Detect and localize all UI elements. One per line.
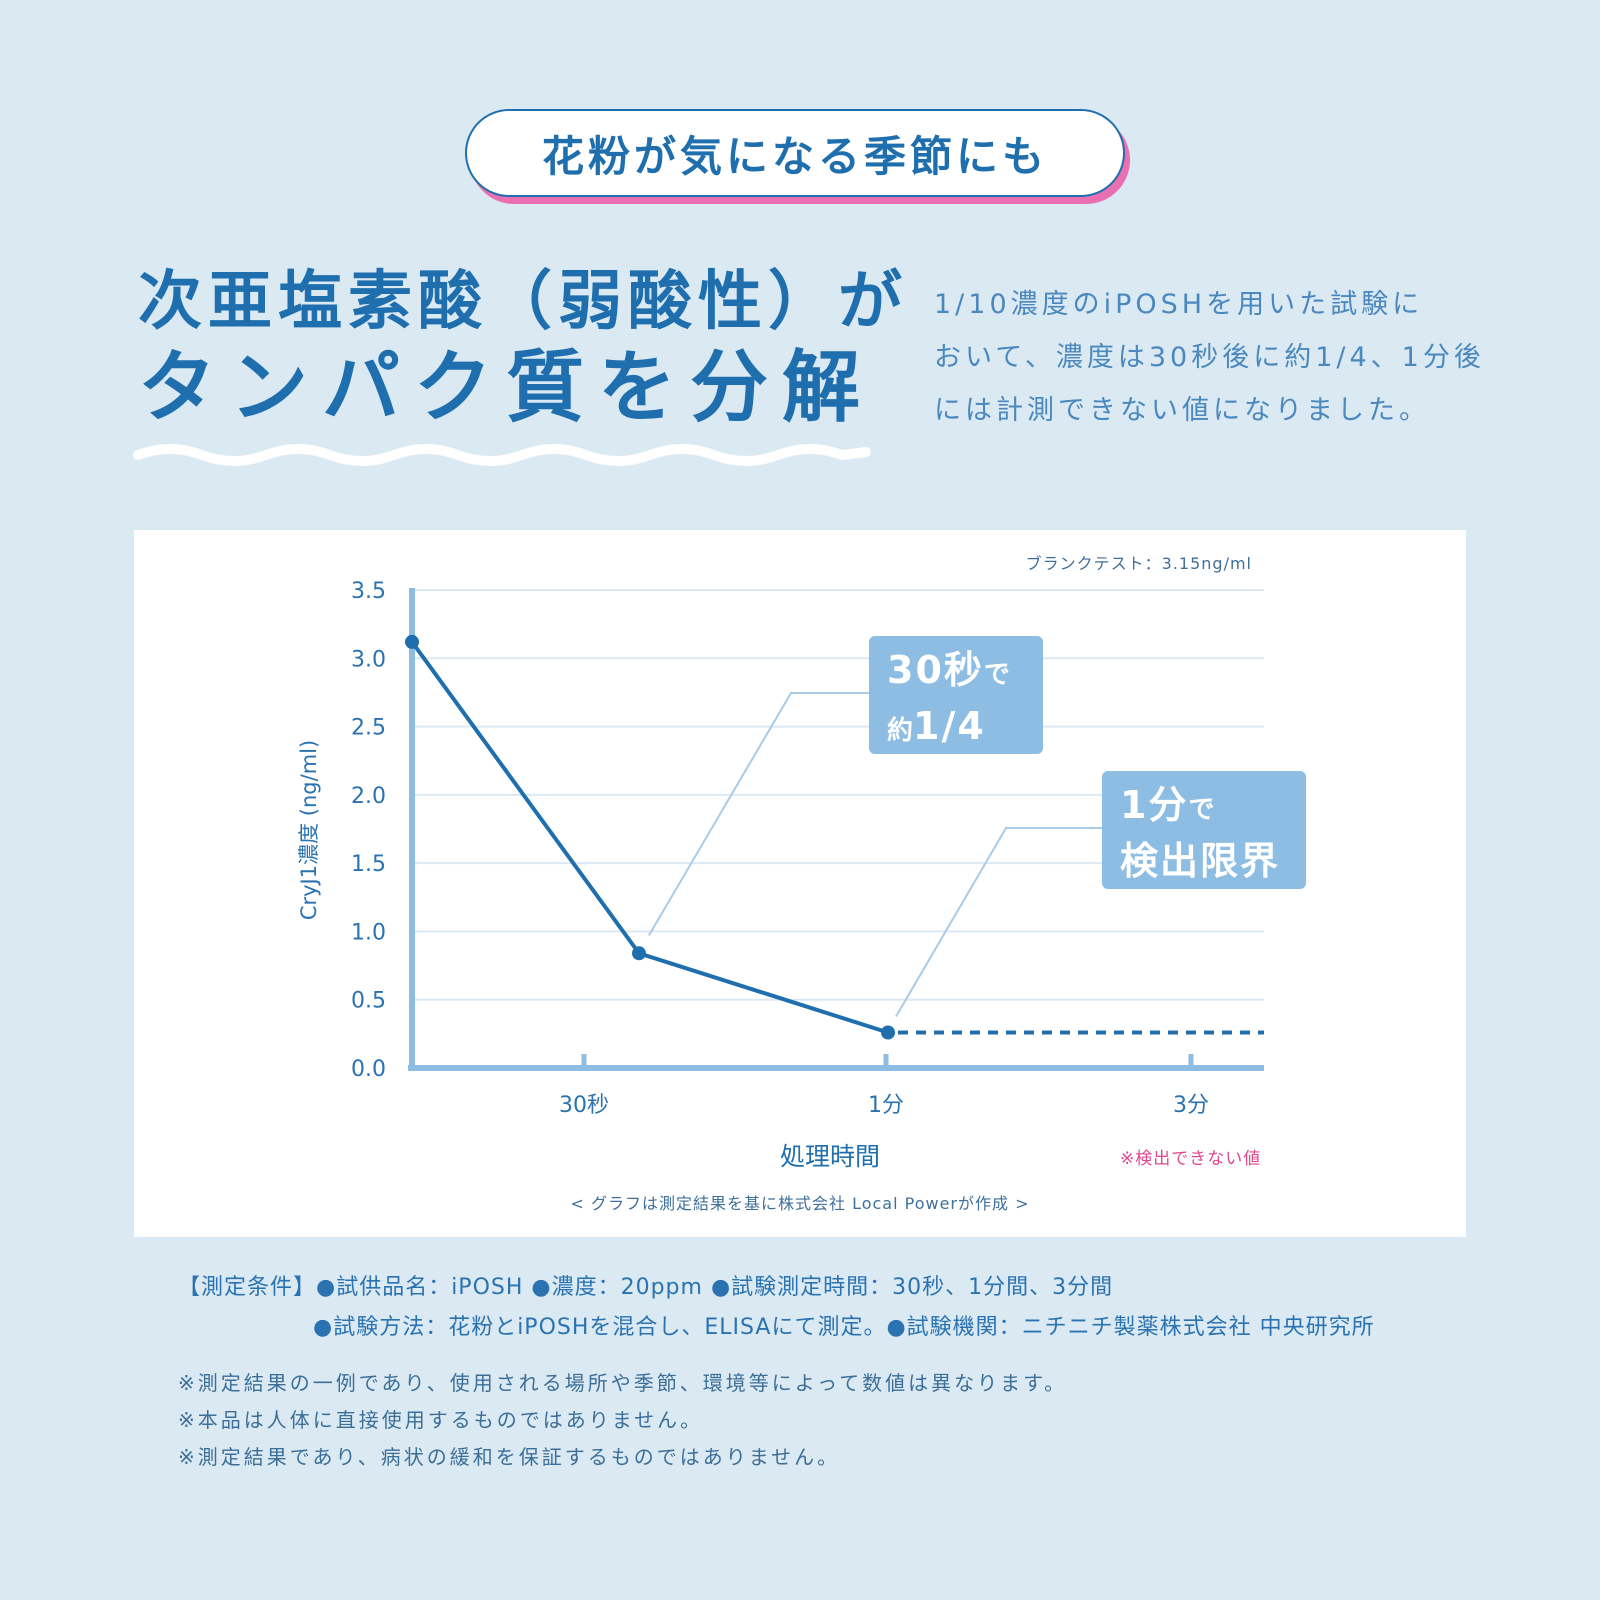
- note-line: ※本品は人体に直接使用するものではありません。: [178, 1408, 704, 1432]
- callout-1min-big: 1分: [1120, 783, 1189, 827]
- data-point: [632, 946, 646, 961]
- x-tick-label: 1分: [868, 1093, 904, 1118]
- conditions-row2: ●試験方法：花粉とiPOSHを混合し、ELISAにて測定。●試験機関：ニチニチ製…: [313, 1315, 1375, 1340]
- callout-leader-30sec: [648, 692, 869, 936]
- y-tick-label: 1.5: [351, 852, 386, 877]
- note-line: ※測定結果であり、病状の緩和を保証するものではありません。: [178, 1445, 841, 1469]
- y-tick-label: 0.5: [351, 989, 386, 1014]
- y-tick-label: 0.0: [351, 1057, 386, 1082]
- callout-30sec-small2: 約: [887, 716, 914, 746]
- description-line: には計測できない値になりました。: [934, 395, 1430, 426]
- description: 1/10濃度のiPOSHを用いた試験に おいて、濃度は30秒後に約1/4、1分後…: [934, 278, 1494, 437]
- description-line: 1/10濃度のiPOSHを用いた試験に: [934, 289, 1424, 320]
- callout-1min-mark: ※: [1120, 906, 1138, 927]
- season-badge: 花粉が気になる季節にも: [465, 109, 1125, 197]
- headline: 次亜塩素酸（弱酸性）が タンパク質を分解: [138, 262, 908, 438]
- x-tick-label: 30秒: [559, 1093, 609, 1118]
- description-line: おいて、濃度は30秒後に約1/4、1分後: [934, 342, 1485, 373]
- callout-30sec-big: 30秒: [887, 648, 984, 692]
- callout-30sec-value: 1/4: [913, 704, 986, 748]
- headline-line1: 次亜塩素酸（弱酸性）が: [138, 265, 908, 339]
- data-point: [405, 634, 419, 649]
- series-line: [410, 640, 889, 1035]
- y-tick-label: 2.0: [351, 784, 386, 809]
- callout-1min: 1分で 検出限界 ※: [1102, 771, 1306, 927]
- callout-1min-small: で: [1188, 795, 1215, 825]
- chart-source: < グラフは測定結果を基に株式会社 Local Powerが作成 >: [570, 1194, 1030, 1213]
- undetectable-note: ※検出できない値: [1120, 1149, 1262, 1169]
- y-tick-label: 3.5: [351, 579, 386, 604]
- headline-line2: タンパク質を分解: [138, 343, 875, 433]
- y-axis-title: CryJ1濃度 (ng/ml): [297, 740, 321, 920]
- wave-underline: [133, 444, 871, 466]
- callout-30sec-small: で: [983, 660, 1010, 690]
- test-conditions: 【測定条件】●試供品名：iPOSH ●濃度：20ppm ●試験測定時間：30秒、…: [178, 1268, 1375, 1348]
- note-line: ※測定結果の一例であり、使用される場所や季節、環境等によって数値は異なります。: [178, 1371, 1068, 1395]
- y-tick-label: 3.0: [351, 647, 386, 672]
- conditions-row1: 【測定条件】●試供品名：iPOSH ●濃度：20ppm ●試験測定時間：30秒、…: [178, 1275, 1114, 1300]
- chart-panel: 0.0 0.5 1.0 1.5 2.0 2.5 3.0 3.5 30秒 1分 3分 CryJ1濃度 (…: [134, 530, 1466, 1237]
- y-tick-label: 2.5: [351, 716, 386, 741]
- blank-test-label: ブランクテスト：3.15ng/ml: [1025, 554, 1252, 573]
- disclaimer-notes: ※測定結果の一例であり、使用される場所や季節、環境等によって数値は異なります。 …: [178, 1365, 1067, 1476]
- y-tick-label: 1.0: [351, 920, 386, 945]
- callout-1min-value: 検出限界: [1120, 839, 1281, 883]
- line-chart: 0.0 0.5 1.0 1.5 2.0 2.5 3.0 3.5 30秒 1分 3分 CryJ1濃度 (…: [297, 579, 1264, 1118]
- x-axis-title: 処理時間: [780, 1142, 881, 1171]
- callout-leader-1min: [895, 827, 1102, 1017]
- data-point: [881, 1025, 895, 1040]
- x-tick-label: 3分: [1173, 1093, 1209, 1118]
- callout-30sec: 30秒で 約1/4: [869, 636, 1043, 754]
